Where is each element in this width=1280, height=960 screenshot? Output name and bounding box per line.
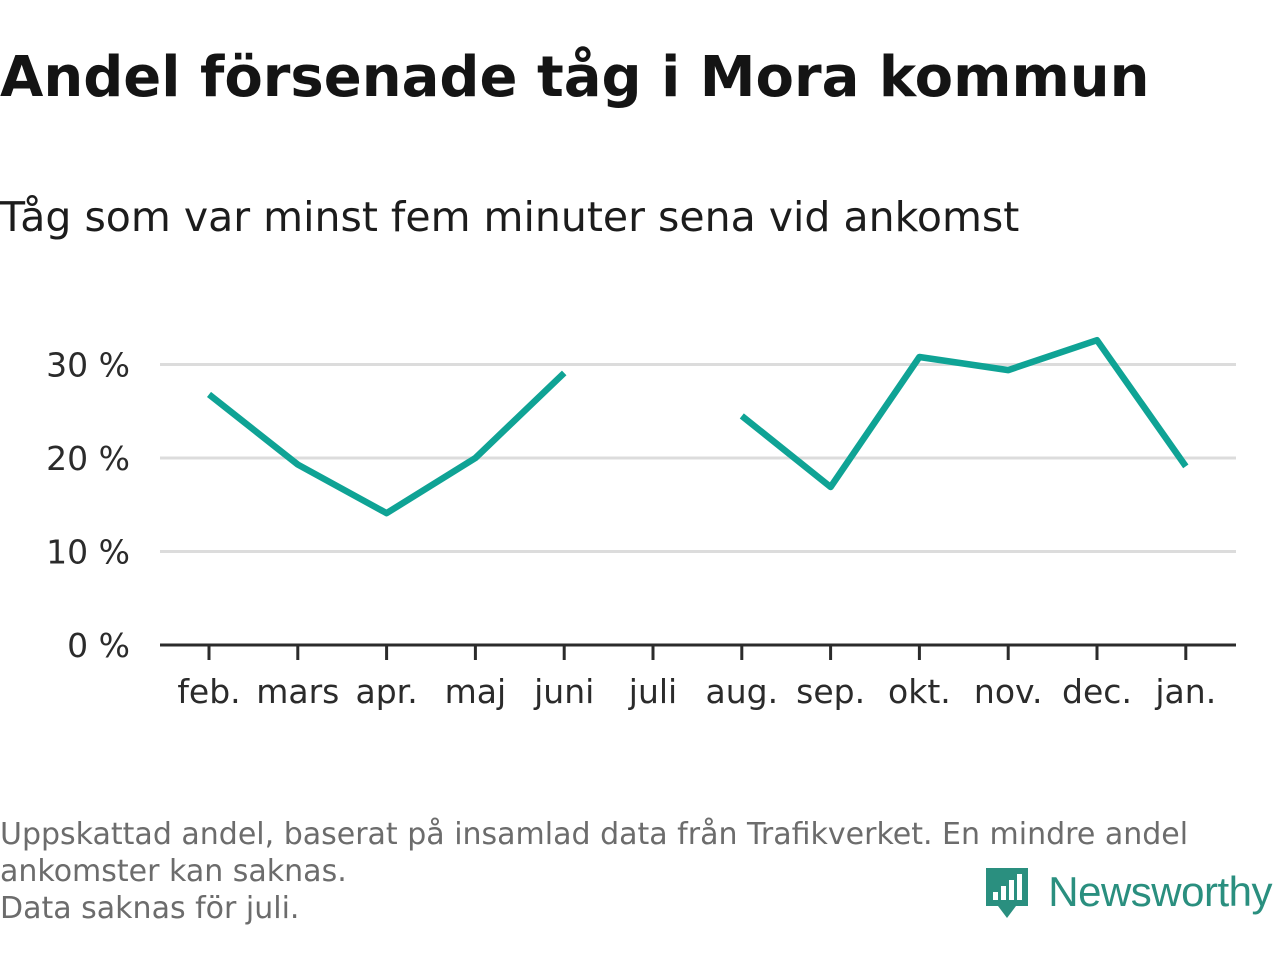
data-point [1185,466,1186,467]
x-tick-label: aug. [706,672,779,711]
data-point [475,458,476,459]
x-tick-label: juni [533,672,594,711]
y-axis-labels: 0 % 10 % 20 % 30 % [46,346,130,666]
y-tick-label: 0 % [67,626,130,665]
newsworthy-logo: Newsworthy [982,862,1272,922]
data-point [830,486,831,487]
data-point [386,513,387,514]
x-tick-label: apr. [355,672,417,711]
data-point [1008,370,1009,371]
x-tick-label: jan. [1154,672,1216,711]
line-chart: 0 % 10 % 20 % 30 % feb. mars apr. maj juni juli a… [46,336,1236,711]
x-tick-label: maj [445,672,507,711]
x-axis-labels: feb. mars apr. maj juni juli aug. sep. okt. nov. d… [177,672,1216,711]
brand-name: Newsworthy [1048,868,1272,915]
data-point [741,415,742,416]
chart-footnote: Uppskattad andel, baserat på insamlad da… [0,816,1275,927]
data-point [297,464,298,465]
data-point [564,372,565,373]
chart-subtitle: Tåg som var minst fem minuter sena vid a… [0,193,1020,241]
x-tick-label: dec. [1062,672,1132,711]
data-series [206,336,1189,517]
footnote-line: ankomster kan saknas. [0,854,347,889]
newsworthy-logo-icon [986,868,1029,918]
x-tick-label: juli [628,672,677,711]
y-tick-label: 20 % [46,439,130,478]
x-tick-label: nov. [974,672,1043,711]
series-line [206,370,567,517]
series-line [739,336,1189,491]
data-point [209,394,210,395]
grid-lines [160,363,1236,553]
x-tick-label: sep. [796,672,865,711]
x-tick-label: okt. [888,672,951,711]
data-point [1097,340,1098,341]
y-tick-label: 10 % [46,533,130,572]
x-tick-label: feb. [177,672,240,711]
x-axis [160,643,1236,660]
data-point [919,357,920,358]
chart-title: Andel försenade tåg i Mora kommun [0,45,1150,110]
footnote-line: Uppskattad andel, baserat på insamlad da… [0,817,1189,852]
x-tick-label: mars [256,672,339,711]
footnote-line: Data saknas för juli. [0,891,300,926]
y-tick-label: 30 % [46,346,130,385]
